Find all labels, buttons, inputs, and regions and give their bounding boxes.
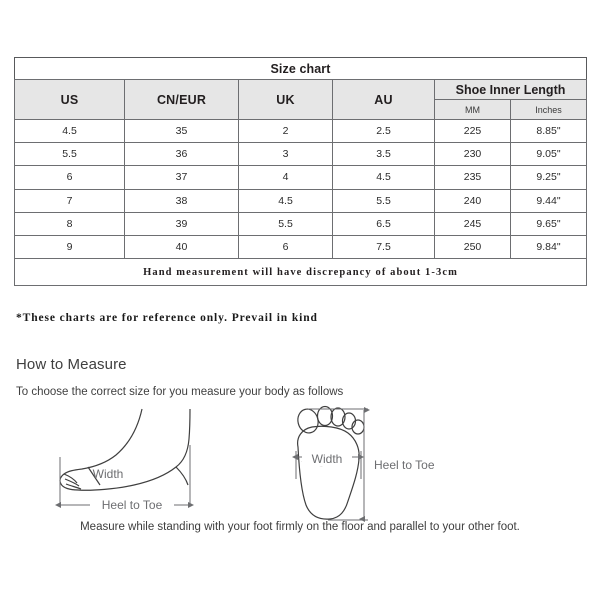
table-title-row: Size chart xyxy=(14,57,587,80)
cell-cn-eur: 36 xyxy=(124,142,239,167)
width-label: Width xyxy=(93,467,124,481)
cell-us: 8 xyxy=(14,211,125,236)
chart-title: Size chart xyxy=(14,57,587,80)
header-row-primary: US CN/EUR UK AU Shoe Inner Length xyxy=(14,79,588,120)
cell-au: 6.5 xyxy=(332,211,435,236)
column-header-inches: Inches xyxy=(509,99,588,120)
how-to-measure-intro: To choose the correct size for you measu… xyxy=(16,386,344,398)
heel-to-toe-label-bg xyxy=(90,497,174,513)
cell-au: 7.5 xyxy=(332,234,435,260)
table-row: 8 39 5.5 6.5 245 9.65" xyxy=(14,211,588,236)
cell-au: 3.5 xyxy=(332,142,435,167)
table-row: 4.5 35 2 2.5 225 8.85" xyxy=(14,118,588,144)
width-label: Width xyxy=(312,452,343,466)
cell-us: 7 xyxy=(14,188,125,213)
foot-sole-view-diagram: Width Heel to Toe xyxy=(268,405,458,535)
cell-uk: 3 xyxy=(238,142,333,167)
foot-side-view-diagram: Heel to Toe Width xyxy=(30,405,250,530)
cell-mm: 250 xyxy=(434,234,511,260)
table-row: 7 38 4.5 5.5 240 9.44" xyxy=(14,188,588,213)
how-to-measure-caption: Measure while standing with your foot fi… xyxy=(80,521,520,533)
column-header-mm: MM xyxy=(434,99,511,120)
table-footer-row: Hand measurement will have discrepancy o… xyxy=(13,258,588,287)
cell-inches: 9.25" xyxy=(509,165,588,190)
cell-mm: 225 xyxy=(434,118,511,144)
width-label-bg xyxy=(302,451,352,466)
heel-to-toe-label: Heel to Toe xyxy=(374,458,435,472)
reference-only-note: *These charts are for reference only. Pr… xyxy=(16,312,318,324)
cell-cn-eur: 37 xyxy=(124,165,239,190)
column-header-cn-eur: CN/EUR xyxy=(124,79,239,120)
how-to-measure-heading: How to Measure xyxy=(16,356,127,373)
cell-uk: 5.5 xyxy=(238,211,333,236)
cell-inches: 9.05" xyxy=(509,142,588,167)
cell-inches: 8.85" xyxy=(509,118,588,144)
table-row: 6 37 4 4.5 235 9.25" xyxy=(14,165,588,190)
cell-uk: 4.5 xyxy=(238,188,333,213)
size-chart-table: Size chart US CN/EUR UK AU Shoe Inner Le… xyxy=(13,57,588,287)
size-chart-container: Size chart US CN/EUR UK AU Shoe Inner Le… xyxy=(13,57,588,287)
cell-au: 4.5 xyxy=(332,165,435,190)
heel-to-toe-label: Heel to Toe xyxy=(102,498,163,512)
dimension-guides xyxy=(59,445,191,505)
cell-us: 4.5 xyxy=(14,118,125,144)
cell-uk: 2 xyxy=(238,118,333,144)
cell-mm: 240 xyxy=(434,188,511,213)
column-header-au: AU xyxy=(332,79,435,120)
column-header-shoe-inner-length: Shoe Inner Length xyxy=(433,79,588,100)
cell-us: 9 xyxy=(14,234,125,260)
table-body: 4.5 35 2 2.5 225 8.85" 5.5 36 3 3.5 230 … xyxy=(13,118,588,287)
cell-uk: 4 xyxy=(238,165,333,190)
cell-au: 5.5 xyxy=(332,188,435,213)
header-row-secondary: MM Inches xyxy=(15,99,588,120)
cell-inches: 9.65" xyxy=(509,211,588,236)
foot-sole-view-svg: Width Heel to Toe xyxy=(292,405,435,522)
cell-cn-eur: 39 xyxy=(124,211,239,236)
column-header-uk: UK xyxy=(238,79,333,120)
foot-side-view-svg: Heel to Toe Width xyxy=(55,408,194,513)
column-header-us: US xyxy=(14,79,125,120)
cell-cn-eur: 35 xyxy=(124,118,239,144)
table-row: 9 40 6 7.5 250 9.84" xyxy=(14,234,588,260)
foot-outline xyxy=(59,408,191,491)
table-row: 5.5 36 3 3.5 230 9.05" xyxy=(14,142,588,167)
cell-cn-eur: 38 xyxy=(124,188,239,213)
cell-inches: 9.44" xyxy=(509,188,588,213)
cell-us: 5.5 xyxy=(14,142,125,167)
cell-inches: 9.84" xyxy=(509,234,588,260)
cell-uk: 6 xyxy=(238,234,333,260)
cell-mm: 235 xyxy=(434,165,511,190)
cell-cn-eur: 40 xyxy=(124,234,239,260)
cell-us: 6 xyxy=(14,165,125,190)
cell-au: 2.5 xyxy=(332,118,435,144)
cell-mm: 245 xyxy=(434,211,511,236)
cell-mm: 230 xyxy=(434,142,511,167)
hand-measurement-note: Hand measurement will have discrepancy o… xyxy=(13,258,588,287)
table-head: Size chart US CN/EUR UK AU Shoe Inner Le… xyxy=(14,57,588,120)
